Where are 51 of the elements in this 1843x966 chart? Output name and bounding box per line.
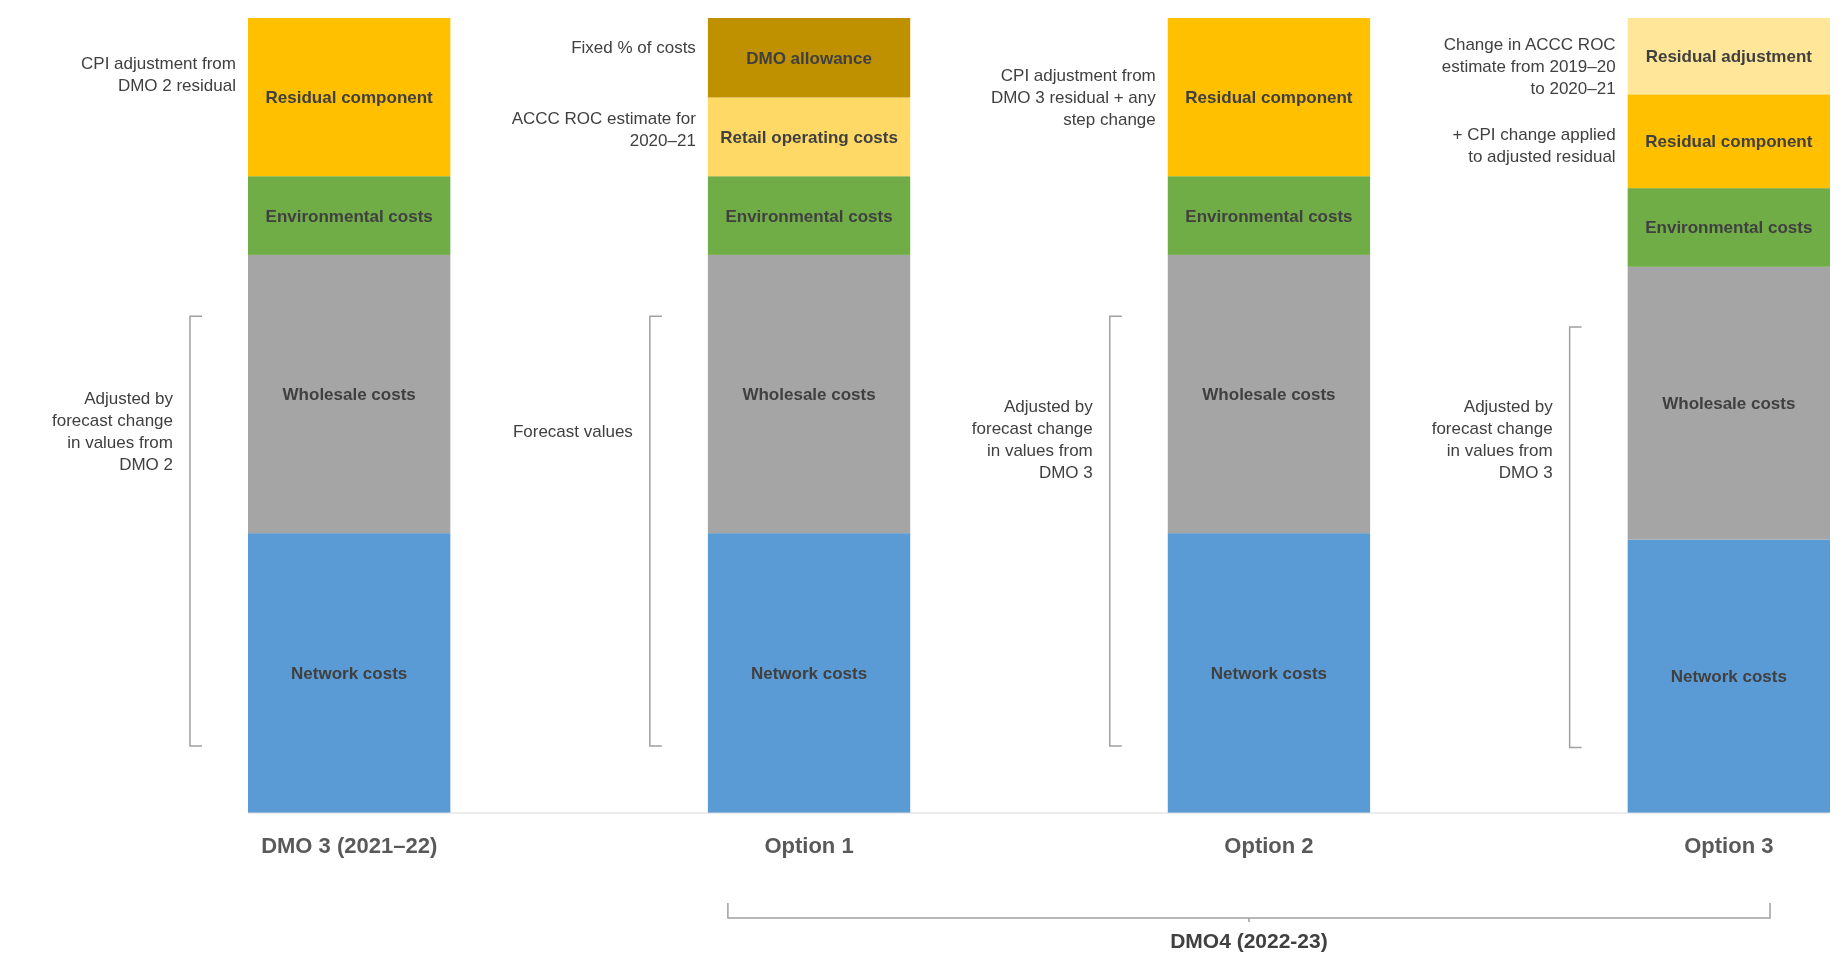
text: Environmental costs — [1645, 218, 1813, 238]
bar — [248, 533, 451, 813]
series-label: Retail operating costs — [720, 127, 898, 147]
text: Wholesale costs — [1662, 394, 1796, 414]
series-label: Wholesale costs — [1202, 384, 1336, 404]
annotation: Forecast values — [512, 422, 633, 442]
bar — [248, 18, 451, 177]
bar — [1167, 176, 1371, 255]
bar — [1627, 94, 1830, 189]
text: Environmental costs — [725, 206, 893, 226]
bar — [707, 18, 911, 98]
bar — [707, 97, 911, 177]
text: Network costs — [750, 664, 868, 684]
annotation: Fixed % of costs — [571, 38, 696, 58]
x-tick-label: Option 3 — [1684, 833, 1774, 858]
text: Wholesale costs — [282, 384, 416, 404]
text: Residual component — [1645, 132, 1813, 152]
text: Wholesale costs — [742, 384, 876, 404]
bar — [1627, 188, 1830, 267]
text: Network costs — [1670, 667, 1787, 687]
series-label: Residual adjustment — [1645, 47, 1813, 67]
text: Environmental costs — [265, 206, 433, 226]
bar — [707, 254, 911, 534]
series-label: Environmental costs — [1185, 206, 1353, 226]
text: Residual component — [265, 88, 433, 108]
bar — [707, 533, 911, 813]
text: CPI adjustment from DMO 2 residual — [81, 53, 236, 95]
bar — [1627, 539, 1830, 813]
x-tick-label: DMO 3 (2021–22) — [261, 833, 438, 858]
bar — [1167, 533, 1371, 813]
annotation: Change in ACCC ROC estimate from 2019–20 to 2020–21 — [1441, 34, 1616, 98]
bar — [1167, 18, 1371, 177]
series-label: Residual component — [1185, 88, 1353, 108]
series-label: Network costs — [1210, 664, 1328, 684]
annotation: ACCC ROC estimate for 2020–21 — [511, 109, 697, 151]
x-tick-label: Option 1 — [764, 833, 854, 858]
bar — [248, 176, 451, 255]
annotation: + CPI change applied to adjusted residual — [1452, 125, 1616, 167]
bar — [1627, 266, 1830, 540]
annotation: Adjusted by forecast change in values from DMO 3 — [1431, 397, 1554, 483]
annotation: CPI adjustment from DMO 3 residual + any step change — [990, 66, 1157, 130]
series-label: DMO allowance — [746, 48, 872, 68]
x-tick-label: Option 2 — [1224, 833, 1314, 858]
text: Network costs — [291, 664, 408, 684]
bar — [707, 176, 911, 255]
text: Adjusted by forecast change in values from DMO 2 — [52, 389, 174, 475]
bar — [248, 254, 451, 534]
bar — [1627, 18, 1830, 95]
bar — [1167, 254, 1371, 534]
annotation: Adjusted by forecast change in values from DMO 3 — [971, 397, 1094, 483]
text: DMO4 (2022-23) — [1170, 929, 1328, 952]
